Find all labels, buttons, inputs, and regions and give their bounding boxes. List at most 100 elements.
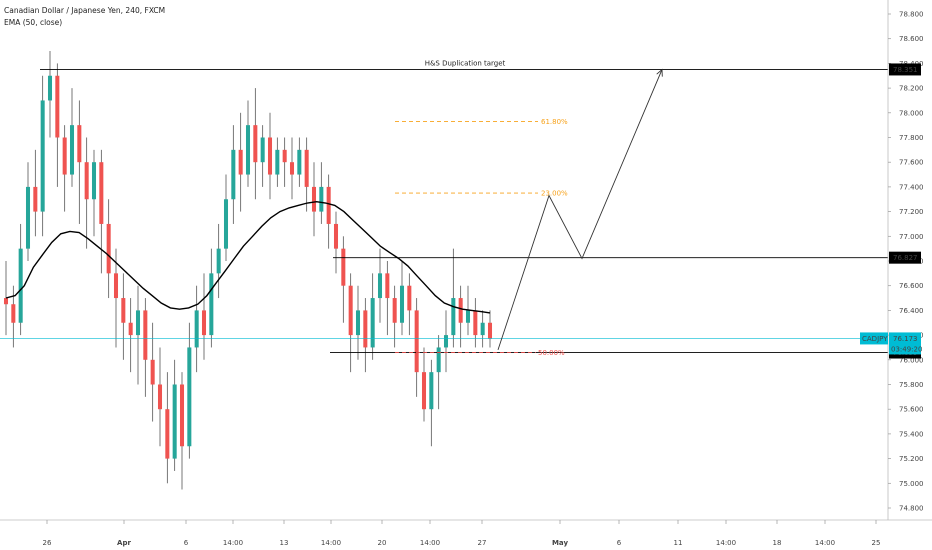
target-price-label: 78.351: [893, 66, 918, 74]
price-tick-label: 77.400: [899, 183, 924, 191]
candle-body: [487, 322, 493, 339]
candle-body: [69, 125, 75, 175]
time-tick-label: 13: [280, 539, 289, 547]
target-price-label-bg: [889, 63, 921, 76]
time-tick-label: 14:00: [420, 539, 440, 547]
price-tick-label: 76.600: [899, 282, 924, 290]
last-price-label: 76.173: [893, 335, 918, 343]
price-tick-label: 78.200: [899, 85, 924, 93]
candle-body: [282, 149, 287, 163]
price-axis[interactable]: 78.80078.60078.40078.20078.00077.80077.6…: [0, 0, 932, 521]
candle-body: [319, 186, 324, 212]
candle-body: [275, 149, 280, 175]
candle-body: [128, 322, 133, 336]
candle-body: [297, 149, 302, 175]
time-tick-label: 26: [43, 539, 52, 547]
ema-line: [5, 200, 491, 314]
time-axis[interactable]: 26 Apr 6 14:00 13 14:00 20 14:00 27 May 6 11 14:00 18…: [43, 520, 881, 547]
candle-body: [150, 359, 155, 385]
candle-body: [429, 372, 434, 410]
candle-body: [62, 137, 67, 175]
price-tick-label: 75.800: [899, 381, 924, 389]
time-tick-label: 25: [872, 539, 881, 547]
price-tick-label: 76.000: [899, 356, 924, 364]
candle-body: [392, 298, 397, 323]
symbol-badge: CADJPY: [862, 335, 888, 343]
candle-body: [172, 384, 177, 459]
price-tick-label: 75.200: [899, 455, 924, 463]
candle-body: [84, 162, 89, 200]
candle-body: [157, 384, 163, 410]
price-tick-label: 78.800: [899, 11, 924, 19]
projection-arrow-path[interactable]: [497, 69, 663, 351]
candle-body: [473, 310, 478, 336]
price-tick-label: 77.600: [899, 159, 924, 167]
indicator-title: EMA (50, close): [4, 18, 63, 27]
candle-body: [113, 273, 119, 299]
price-tick-label: 76.400: [899, 307, 924, 315]
price-tick-label: 78.000: [899, 109, 924, 117]
candle-body: [333, 223, 339, 249]
candle-body: [304, 149, 309, 187]
time-tick-label: 14:00: [716, 539, 736, 547]
candle-body: [289, 162, 295, 175]
candle-body: [106, 223, 111, 274]
price-tick-label: 75.400: [899, 430, 924, 438]
candle-body: [216, 248, 221, 274]
candle-body: [11, 304, 16, 323]
candle-body: [194, 310, 199, 348]
candle-body: [377, 273, 383, 299]
candle-body: [407, 285, 412, 311]
candle-body: [385, 273, 390, 299]
candle-body: [363, 310, 368, 348]
fib-50-label: 50.00%: [538, 349, 565, 357]
candle-body: [436, 347, 441, 373]
candles-layer: [3, 51, 493, 490]
symbol-badge-bg: [860, 332, 888, 345]
candle-body: [311, 186, 317, 212]
candle-body: [223, 199, 229, 249]
symbol-title: Canadian Dollar / Japanese Yen, 240, FXC…: [4, 6, 166, 15]
candle-body: [143, 310, 148, 360]
candle-body: [187, 347, 192, 447]
time-tick-label: 18: [773, 539, 782, 547]
projection-arrow-head: [656, 68, 663, 77]
candle-body: [399, 285, 405, 323]
candle-body: [451, 298, 456, 336]
fib-61-8-label: 61.80%: [541, 118, 568, 126]
price-tick-label: 77.800: [899, 134, 924, 142]
candle-body: [355, 310, 361, 336]
price-tick-label: 78.600: [899, 35, 924, 43]
candle-body: [25, 186, 31, 249]
time-tick-label: 11: [674, 539, 683, 547]
candle-body: [253, 125, 258, 163]
candle-body: [465, 310, 471, 323]
time-tick-label: 14:00: [321, 539, 341, 547]
candle-body: [40, 100, 45, 212]
time-tick-label: 14:00: [223, 539, 243, 547]
time-tick-label: 14:00: [815, 539, 835, 547]
candle-body: [209, 273, 214, 336]
candle-body: [370, 298, 375, 348]
candle-body: [326, 186, 331, 224]
price-tick-label: 75.000: [899, 480, 924, 488]
time-tick-label: 20: [378, 539, 387, 547]
candle-body: [99, 162, 104, 224]
candle-body: [421, 372, 427, 410]
candle-body: [18, 248, 23, 323]
candle-body: [348, 285, 353, 336]
candle-body: [341, 248, 346, 286]
last-price-bg: [889, 332, 921, 355]
candle-body: [77, 125, 82, 163]
candle-body: [179, 384, 185, 447]
candle-body: [91, 162, 97, 200]
price-tick-label: 75.600: [899, 406, 924, 414]
time-tick-label: 6: [184, 539, 189, 547]
candle-body: [47, 75, 53, 101]
resistance-price-label-bg: [889, 251, 921, 264]
time-tick-label: May: [552, 539, 568, 547]
candle-body: [33, 186, 38, 212]
candle-body: [121, 298, 126, 323]
